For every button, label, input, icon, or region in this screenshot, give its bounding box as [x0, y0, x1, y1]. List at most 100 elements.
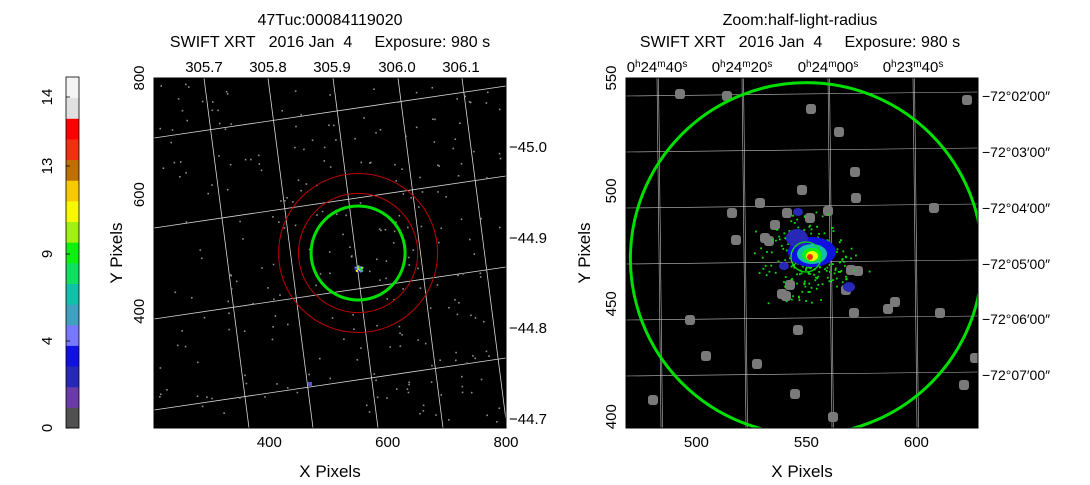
right-event	[808, 266, 810, 269]
left-event	[243, 330, 246, 333]
right-y-tick-label: 400	[603, 404, 620, 429]
right-smoothed-event	[701, 351, 711, 361]
right-event	[793, 222, 796, 224]
left-right-dec-tick-label: −44.7	[509, 411, 547, 428]
left-x-tick-label: 600	[375, 434, 400, 451]
left-event	[474, 317, 477, 319]
right-event	[775, 239, 777, 242]
colorbar-tick-label: 4	[39, 337, 56, 345]
right-ra-grid-line	[912, 78, 918, 428]
right-event	[803, 229, 806, 231]
left-event	[488, 355, 490, 357]
left-regions	[278, 172, 439, 334]
left-top-ra-tick-label: 305.9	[313, 59, 351, 76]
left-event	[437, 191, 439, 193]
left-event	[321, 210, 324, 213]
left-event	[417, 339, 419, 341]
left-event	[294, 224, 297, 227]
left-event	[300, 189, 302, 192]
left-event	[181, 109, 184, 112]
right-event	[836, 248, 839, 251]
left-dec-grid-line	[154, 357, 506, 411]
right-event	[793, 266, 796, 269]
right-event	[850, 247, 853, 250]
left-top-ra-tick-label: 306.0	[378, 59, 416, 76]
left-event	[498, 108, 501, 111]
right-event	[840, 239, 842, 242]
left-event	[395, 180, 398, 182]
left-event	[179, 175, 181, 178]
right-event	[766, 251, 768, 253]
right-event	[774, 271, 777, 274]
right-event	[784, 259, 787, 261]
left-event	[454, 359, 457, 362]
left-event	[368, 411, 371, 413]
right-event	[817, 236, 819, 239]
left-event	[229, 163, 232, 166]
left-right-dec-tick-label: −44.8	[509, 320, 547, 337]
left-event	[386, 397, 388, 399]
left-event	[292, 201, 294, 203]
left-event	[272, 263, 275, 266]
right-ra-grid-line	[743, 78, 748, 428]
left-event	[160, 85, 163, 87]
right-smoothed-event	[890, 297, 900, 307]
right-event	[826, 276, 829, 279]
right-event	[826, 266, 829, 269]
left-event	[393, 230, 396, 233]
left-event	[159, 367, 162, 369]
right-event	[765, 274, 768, 277]
right-dec-grid-line	[626, 371, 978, 377]
colorbar-swatch	[66, 386, 79, 408]
left-event	[264, 396, 266, 398]
left-event	[461, 391, 464, 394]
left-event	[379, 279, 381, 281]
left-event	[392, 242, 395, 244]
right-event	[760, 247, 762, 250]
left-event	[498, 226, 501, 229]
right-event	[783, 232, 786, 235]
left-panel: 47Tuc:00084119020 SWIFT XRT 2016 Jan 4 E…	[107, 12, 547, 481]
right-event	[844, 255, 847, 258]
left-event	[408, 383, 410, 386]
right-event	[836, 251, 838, 253]
left-event	[271, 338, 274, 341]
right-right-dec-tick-label: −72°03′00″	[982, 144, 1050, 160]
right-event	[794, 262, 797, 265]
left-event	[244, 374, 246, 377]
left-event	[461, 375, 463, 378]
right-y-tick-label: 500	[603, 178, 620, 203]
left-source-event	[361, 269, 364, 272]
left-event	[474, 357, 477, 360]
left-event	[328, 124, 330, 127]
left-event	[258, 163, 261, 165]
right-event	[768, 270, 771, 273]
right-event	[796, 218, 798, 221]
left-event	[460, 218, 463, 221]
right-event	[790, 298, 793, 301]
right-event	[818, 232, 820, 235]
right-axes: 500 550 600 400 450 500 550 0h24m40s 0h24m20s 0h2…	[603, 59, 1050, 452]
right-event	[810, 266, 813, 269]
left-event	[436, 164, 439, 167]
left-plot-area	[154, 78, 506, 428]
right-event	[807, 291, 810, 293]
left-event	[305, 183, 308, 185]
colorbar-swatch	[66, 304, 79, 326]
left-top-ra-tick-label: 305.8	[249, 59, 287, 76]
left-event	[455, 351, 457, 354]
left-event	[405, 135, 407, 138]
right-event	[809, 273, 811, 275]
left-event	[319, 273, 322, 275]
right-smoothed-event	[685, 315, 695, 325]
right-smoothed-event	[785, 280, 795, 290]
left-event	[431, 364, 433, 367]
left-event	[430, 381, 433, 383]
right-smoothed-event	[883, 304, 893, 314]
left-event	[466, 362, 469, 365]
left-event	[211, 184, 213, 186]
right-event	[820, 299, 822, 301]
left-event	[223, 412, 225, 414]
right-event	[815, 287, 818, 290]
right-event	[810, 301, 813, 304]
